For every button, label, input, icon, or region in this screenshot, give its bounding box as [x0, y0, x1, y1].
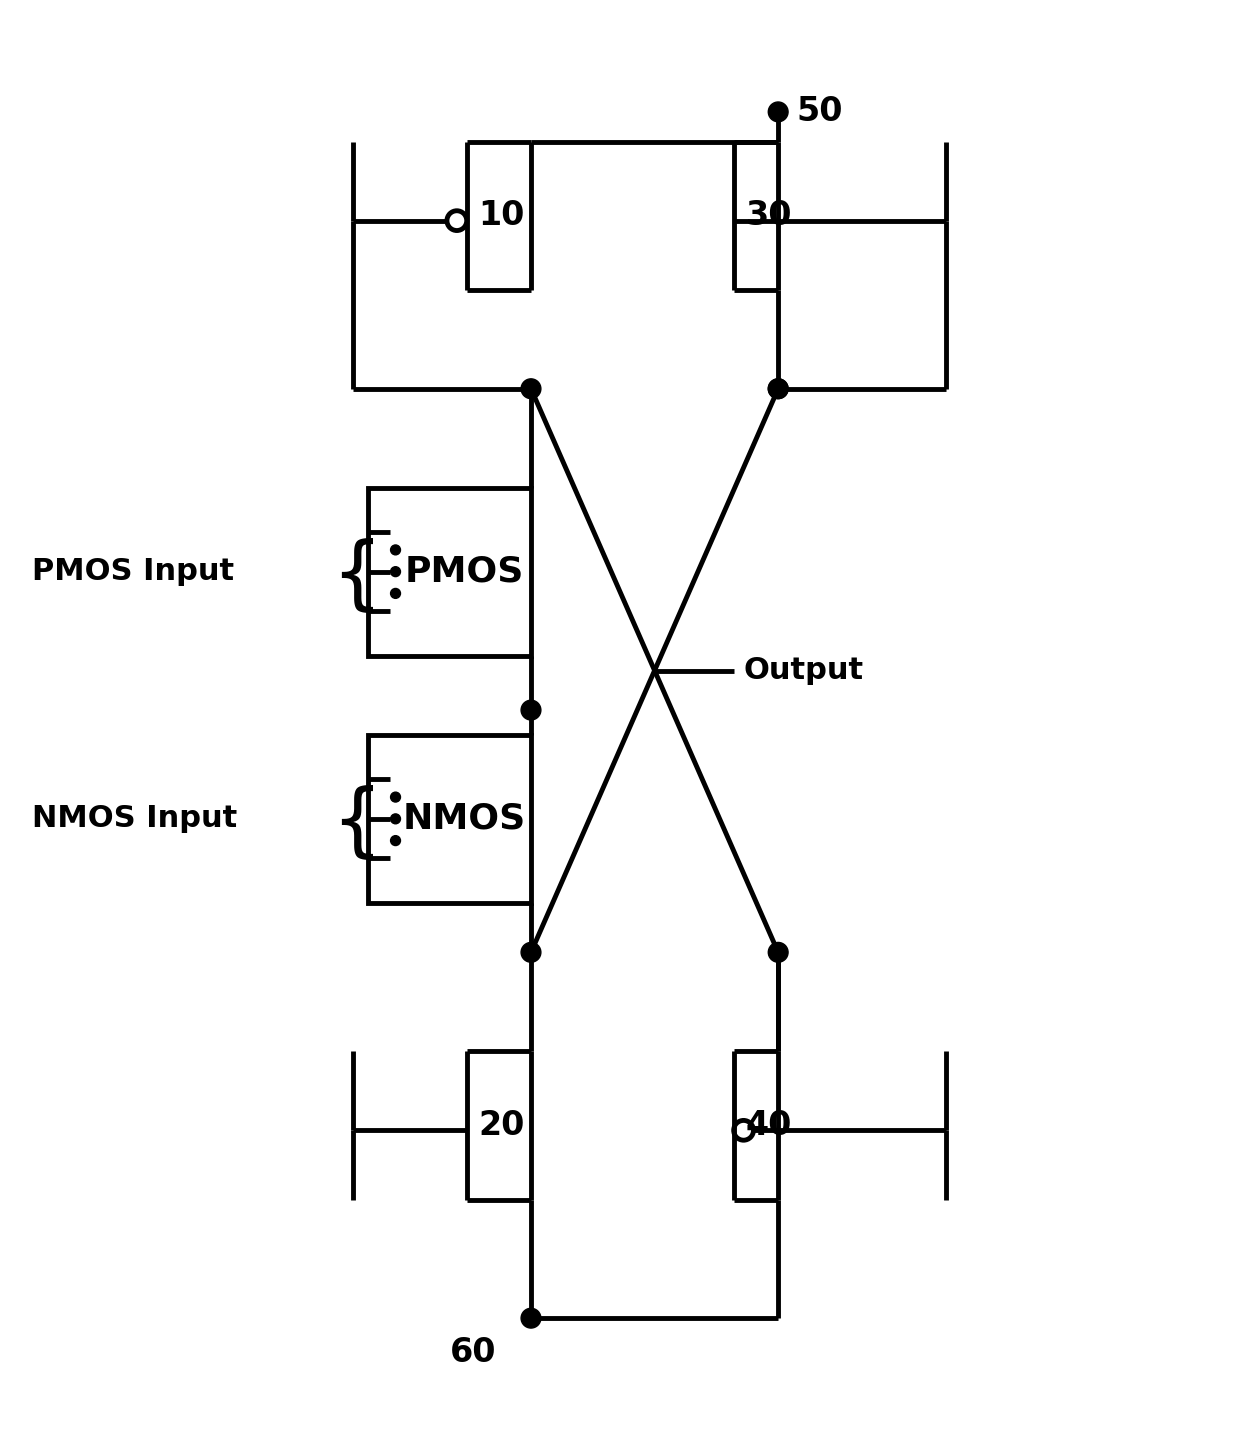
Circle shape	[522, 700, 541, 720]
Text: 60: 60	[450, 1336, 497, 1369]
Circle shape	[769, 943, 789, 963]
Text: 20: 20	[478, 1109, 525, 1142]
Circle shape	[769, 379, 789, 399]
Circle shape	[391, 792, 400, 802]
Circle shape	[522, 943, 541, 963]
Circle shape	[769, 102, 789, 122]
Circle shape	[391, 567, 400, 577]
Circle shape	[391, 835, 400, 845]
Text: Output: Output	[744, 656, 864, 684]
Circle shape	[391, 588, 400, 598]
Text: 40: 40	[745, 1109, 792, 1142]
Circle shape	[769, 379, 789, 399]
Text: 10: 10	[478, 199, 525, 232]
Circle shape	[522, 1309, 541, 1327]
Text: }: }	[311, 779, 363, 858]
Text: }: }	[311, 532, 363, 611]
Bar	[368, 488, 531, 656]
Text: PMOS Input: PMOS Input	[32, 557, 234, 585]
Circle shape	[522, 379, 541, 399]
Text: NMOS: NMOS	[403, 802, 525, 835]
Bar	[368, 735, 531, 903]
Circle shape	[391, 545, 400, 555]
Circle shape	[391, 814, 400, 824]
Text: 50: 50	[796, 95, 843, 128]
Text: 30: 30	[745, 199, 792, 232]
Text: PMOS: PMOS	[404, 555, 524, 588]
Text: NMOS Input: NMOS Input	[32, 805, 237, 834]
